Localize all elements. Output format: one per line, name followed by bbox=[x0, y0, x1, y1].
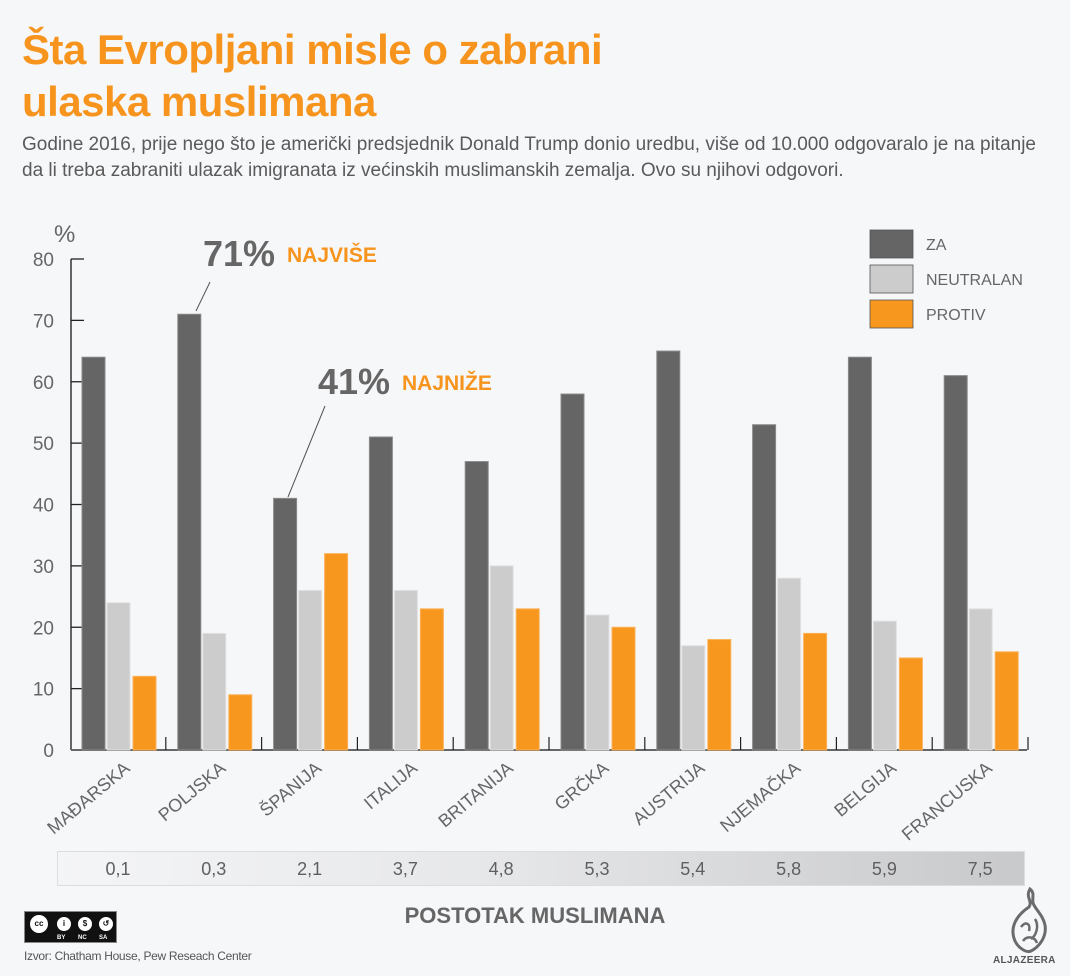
annotation-value: 71% bbox=[203, 233, 275, 274]
bar-protiv-1 bbox=[228, 694, 253, 751]
x-axis-labels: MAĐARSKA POLJSKA ŠPANIJA ITALIJA BRITANIJA GR… bbox=[43, 757, 995, 844]
annotation-leader-line bbox=[287, 405, 326, 498]
bar-za-9 bbox=[943, 375, 968, 751]
bar-protiv-6 bbox=[707, 639, 732, 751]
bar-neutralan-3 bbox=[393, 589, 418, 751]
muslim-percentage-value: 0,3 bbox=[201, 859, 227, 879]
by-icon: i bbox=[55, 915, 73, 933]
x-tick-label: GRČKA bbox=[550, 757, 613, 814]
x-tick-label: POLJSKA bbox=[154, 758, 229, 825]
bar-neutralan-5 bbox=[585, 614, 610, 751]
nc-icon: $ bbox=[76, 915, 94, 933]
y-tick-label: 40 bbox=[33, 496, 54, 517]
legend-label-neutralan: NEUTRALAN bbox=[926, 272, 1023, 289]
creative-commons-badge: cc i $ ↺ BY NC SA bbox=[24, 911, 117, 943]
x-tick-label: FRANCUSKA bbox=[898, 758, 996, 845]
cc-icon: cc bbox=[28, 913, 50, 935]
x-tick-label: BRITANIJA bbox=[434, 758, 516, 832]
x-tick-label: MAĐARSKA bbox=[43, 758, 133, 838]
muslim-percentage-value: 5,8 bbox=[776, 859, 802, 879]
bar-chart: 0 10 20 30 40 50 60 70 80% MAĐARSKA POLJSKA ŠPANIJ… bbox=[33, 221, 1029, 844]
x-tick-label: ITALIJA bbox=[360, 758, 421, 814]
y-tick-label: 80 bbox=[33, 250, 54, 271]
legend-swatch-neutralan bbox=[869, 264, 914, 294]
bar-neutralan-6 bbox=[681, 645, 706, 751]
bar-za-6 bbox=[656, 350, 681, 751]
muslim-percentage-value: 3,7 bbox=[392, 859, 418, 879]
annotation-text: NAJVIŠE bbox=[287, 243, 377, 267]
bar-za-1 bbox=[177, 313, 202, 751]
y-tick-label: 10 bbox=[33, 680, 54, 701]
y-axis-title: % bbox=[54, 221, 75, 248]
y-tick-label: 30 bbox=[33, 557, 54, 578]
bar-protiv-2 bbox=[324, 553, 349, 751]
bar-protiv-5 bbox=[611, 626, 636, 751]
annotation-text: NAJNIŽE bbox=[402, 371, 492, 395]
title-line-2: ulaska muslimana bbox=[22, 78, 376, 125]
muslim-percentage-value: 4,8 bbox=[488, 859, 514, 879]
x-tick-label: BELGIJA bbox=[830, 758, 900, 821]
bar-neutralan-2 bbox=[298, 589, 323, 751]
x-tick-label: ŠPANIJA bbox=[255, 757, 325, 820]
bar-za-0 bbox=[81, 356, 106, 751]
annotations: 71% NAJVIŠE 41% NAJNIŽE bbox=[195, 233, 492, 498]
y-tick-label: 70 bbox=[33, 311, 54, 332]
annotation-value: 41% bbox=[318, 361, 390, 402]
sa-label: SA bbox=[99, 935, 108, 941]
bar-protiv-9 bbox=[994, 651, 1019, 751]
legend-label-za: ZA bbox=[926, 237, 947, 254]
y-tick-label: 60 bbox=[33, 373, 54, 394]
bar-za-3 bbox=[368, 436, 393, 751]
muslim-percentage-value: 5,3 bbox=[584, 859, 610, 879]
bar-za-2 bbox=[273, 497, 298, 751]
y-tick-label: 0 bbox=[43, 741, 54, 762]
x-tick-label: AUSTRIJA bbox=[629, 758, 709, 829]
y-tick-label: 50 bbox=[33, 434, 54, 455]
muslim-percentage-band: 0,1 0,3 2,1 3,7 4,8 5,3 5,4 5,8 5,9 7,5 bbox=[57, 851, 1025, 886]
legend-label-protiv: PROTIV bbox=[926, 307, 986, 324]
muslim-percentage-value: 0,1 bbox=[105, 859, 131, 879]
page-title: Šta Evropljani misle o zabrani ulaska mu… bbox=[22, 24, 922, 128]
bar-protiv-8 bbox=[898, 657, 923, 751]
bar-neutralan-0 bbox=[106, 602, 131, 751]
bar-za-5 bbox=[560, 393, 585, 751]
bar-protiv-4 bbox=[515, 608, 540, 751]
legend-swatch-protiv bbox=[869, 299, 914, 329]
muslim-percentage-value: 5,4 bbox=[680, 859, 706, 879]
aljazeera-logo-icon bbox=[1011, 886, 1047, 953]
bar-za-7 bbox=[752, 424, 777, 751]
bar-neutralan-1 bbox=[202, 632, 227, 751]
subtitle: Godine 2016, prije nego što je američki … bbox=[22, 134, 1036, 181]
bar-protiv-0 bbox=[132, 675, 157, 751]
muslim-percentage-value: 5,9 bbox=[871, 859, 897, 879]
muslim-percentage-value: 2,1 bbox=[297, 859, 323, 879]
bar-protiv-7 bbox=[803, 632, 828, 751]
brand-name: ALJAZEERA bbox=[993, 955, 1056, 966]
bar-neutralan-4 bbox=[489, 565, 514, 751]
y-tick-label: 20 bbox=[33, 618, 54, 639]
muslim-percentage-value: 7,5 bbox=[967, 859, 993, 879]
annotation-leader-line bbox=[195, 281, 211, 312]
bar-za-4 bbox=[464, 461, 489, 751]
x-tick-label: NJEMAČKA bbox=[716, 757, 805, 836]
nc-label: NC bbox=[78, 935, 87, 941]
bar-neutralan-9 bbox=[968, 608, 993, 751]
bars bbox=[81, 313, 1029, 751]
bar-neutralan-8 bbox=[872, 620, 897, 751]
legend-swatch-za bbox=[869, 229, 914, 259]
bar-za-8 bbox=[847, 356, 872, 751]
sa-icon: ↺ bbox=[97, 915, 115, 933]
bar-neutralan-7 bbox=[777, 577, 802, 751]
legend: ZA NEUTRALAN PROTIV bbox=[869, 229, 1023, 329]
source-note: Izvor: Chatham House, Pew Reseach Center bbox=[24, 949, 252, 963]
title-line-1: Šta Evropljani misle o zabrani bbox=[22, 26, 603, 73]
bar-protiv-3 bbox=[419, 608, 444, 751]
muslim-percentage-title: POSTOTAK MUSLIMANA bbox=[404, 903, 666, 928]
by-label: BY bbox=[57, 935, 66, 941]
